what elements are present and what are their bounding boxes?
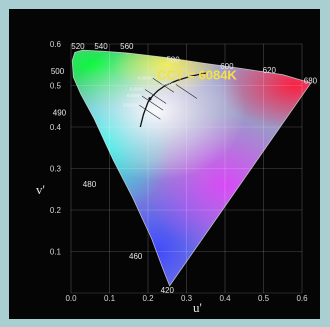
gamut-blob [72, 50, 246, 181]
chart-panel: 4,000K 6,000K 8,000K 10000K 3,000K 520 540 560… [9, 9, 320, 319]
wavelength-label: 460 [129, 252, 143, 261]
x-tick-label: 0.5 [258, 294, 270, 303]
y-tick-label: 0.6 [50, 40, 62, 49]
wavelength-label: 580 [166, 56, 180, 65]
isotherm-line [175, 84, 198, 99]
planckian-locus [139, 72, 206, 128]
cct-annotation: CCT = 6084K [157, 67, 237, 82]
isotherm-label: 6,000K [130, 86, 144, 91]
x-tick-label: 0.3 [181, 294, 193, 303]
wavelength-label: 680 [304, 76, 318, 85]
y-tick-label: 0.2 [50, 206, 62, 215]
locus-outline [71, 49, 312, 287]
isotherm-label: 10000K [123, 102, 139, 107]
x-tick-label: 0.4 [219, 294, 231, 303]
wavelength-label: 480 [83, 180, 97, 189]
chromaticity-chart: 4,000K 6,000K 8,000K 10000K 3,000K 520 540 560… [36, 40, 318, 315]
wavelength-label: 620 [263, 66, 277, 75]
y-axis-label: v' [36, 182, 45, 197]
grid-lines [70, 43, 303, 294]
wavelength-label: 490 [53, 108, 67, 117]
isotherm-line [144, 89, 167, 104]
y-tick-label: 0.3 [50, 165, 62, 174]
isotherm-line [141, 95, 164, 111]
y-tick-label: 0.1 [50, 248, 62, 257]
wavelength-label: 520 [71, 42, 85, 51]
wavelength-label: 560 [120, 42, 134, 51]
planckian-curve [139, 72, 206, 128]
x-axis-label: u' [193, 300, 202, 315]
isotherm-line [139, 105, 161, 120]
wavelength-label: 420 [161, 286, 175, 295]
y-tick-label: 0.5 [50, 82, 62, 91]
wavelength-label: 540 [94, 42, 108, 51]
wavelength-label: 500 [51, 67, 65, 76]
isotherm-label: 3,000K [161, 82, 175, 87]
x-tick-label: 0.1 [104, 294, 116, 303]
spectral-locus [71, 49, 312, 287]
isotherm-labels: 4,000K 6,000K 8,000K 10000K 3,000K [123, 75, 198, 120]
y-tick-label: 0.4 [50, 123, 62, 132]
x-tick-label: 0.0 [65, 294, 77, 303]
isotherm-label: 8,000K [127, 93, 141, 98]
isotherm-line [152, 78, 175, 93]
x-tick-label: 0.2 [142, 294, 154, 303]
wavelength-label: 600 [220, 62, 234, 71]
measured-point [148, 97, 152, 101]
tick-labels: 0.0 0.1 0.2 0.3 0.4 0.5 0.6 0.1 0.2 0.3 0.4 0.5 0.6 [50, 40, 308, 303]
x-tick-label: 0.6 [296, 294, 308, 303]
isotherm-label: 4,000K [138, 75, 152, 80]
wavelength-labels: 520 540 560 580 600 620 680 500 490 480 460 420 [51, 42, 318, 295]
